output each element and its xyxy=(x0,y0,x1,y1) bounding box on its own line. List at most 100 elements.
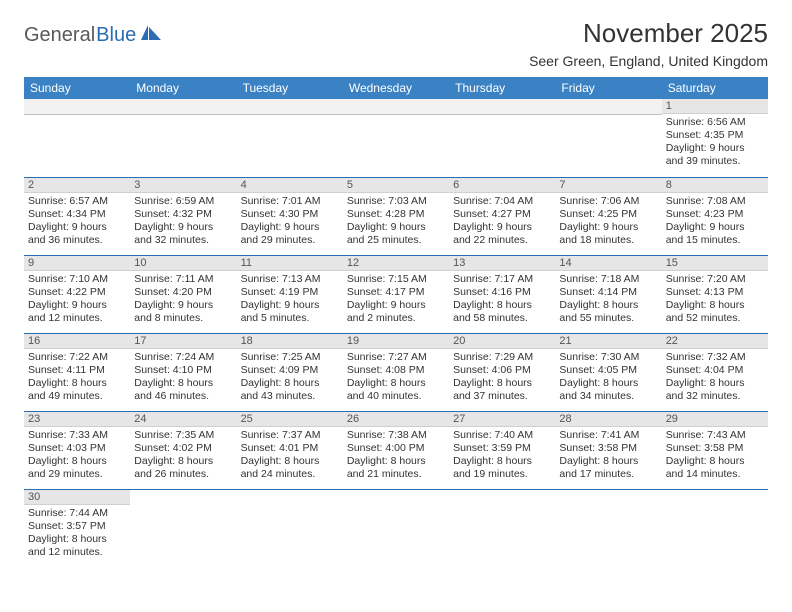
sunrise-text: Sunrise: 7:17 AM xyxy=(453,273,551,286)
sunset-text: Sunset: 4:34 PM xyxy=(28,208,126,221)
calendar-cell: 20 Sunrise: 7:29 AMSunset: 4:06 PMDayligh… xyxy=(449,333,555,411)
calendar-cell: 5Sunrise: 7:03 AMSunset: 4:28 PMDaylight… xyxy=(343,177,449,255)
calendar-cell: 15Sunrise: 7:20 AMSunset: 4:13 PMDayligh… xyxy=(662,255,768,333)
day-header: Saturday xyxy=(662,77,768,99)
calendar-cell xyxy=(343,489,449,567)
day-number: 28 xyxy=(555,412,661,427)
day-number: 7 xyxy=(555,178,661,193)
calendar-row: 23Sunrise: 7:33 AMSunset: 4:03 PMDayligh… xyxy=(24,411,768,489)
calendar-cell: 2Sunrise: 6:57 AMSunset: 4:34 PMDaylight… xyxy=(24,177,130,255)
daylight-text: Daylight: 8 hours and 37 minutes. xyxy=(453,377,551,403)
calendar-cell: 10Sunrise: 7:11 AMSunset: 4:20 PMDayligh… xyxy=(130,255,236,333)
sunrise-text: Sunrise: 7:37 AM xyxy=(241,429,339,442)
day-details: Sunrise: 7:25 AMSunset: 4:09 PMDaylight:… xyxy=(237,349,343,408)
sunrise-text: Sunrise: 6:59 AM xyxy=(134,195,232,208)
sunset-text: Sunset: 3:58 PM xyxy=(666,442,764,455)
sunset-text: Sunset: 4:16 PM xyxy=(453,286,551,299)
day-number: 26 xyxy=(343,412,449,427)
calendar-row: 16Sunrise: 7:22 AMSunset: 4:11 PMDayligh… xyxy=(24,333,768,411)
day-details: Sunrise: 7:27 AMSunset: 4:08 PMDaylight:… xyxy=(343,349,449,408)
calendar-cell: 25Sunrise: 7:37 AMSunset: 4:01 PMDayligh… xyxy=(237,411,343,489)
calendar-cell xyxy=(449,99,555,177)
day-details: Sunrise: 7:18 AMSunset: 4:14 PMDaylight:… xyxy=(555,271,661,330)
day-details: Sunrise: 7:08 AMSunset: 4:23 PMDaylight:… xyxy=(662,193,768,252)
calendar-head: SundayMondayTuesdayWednesdayThursdayFrid… xyxy=(24,77,768,99)
sunset-text: Sunset: 4:06 PM xyxy=(453,364,551,377)
sunset-text: Sunset: 4:30 PM xyxy=(241,208,339,221)
day-details: Sunrise: 7:22 AMSunset: 4:11 PMDaylight:… xyxy=(24,349,130,408)
calendar-page: General Blue November 2025 Seer Green, E… xyxy=(0,0,792,567)
day-number: 23 xyxy=(24,412,130,427)
day-number: 29 xyxy=(662,412,768,427)
day-number: 10 xyxy=(130,256,236,271)
daylight-text: Daylight: 8 hours and 14 minutes. xyxy=(666,455,764,481)
daylight-text: Daylight: 9 hours and 2 minutes. xyxy=(347,299,445,325)
day-number: 27 xyxy=(449,412,555,427)
daylight-text: Daylight: 8 hours and 24 minutes. xyxy=(241,455,339,481)
day-details: Sunrise: 7:40 AMSunset: 3:59 PMDaylight:… xyxy=(449,427,555,486)
day-number: 1 xyxy=(662,99,768,114)
day-number: 3 xyxy=(130,178,236,193)
daylight-text: Daylight: 8 hours and 55 minutes. xyxy=(559,299,657,325)
sunset-text: Sunset: 4:10 PM xyxy=(134,364,232,377)
brand-part2: Blue xyxy=(96,24,136,47)
blank-strip xyxy=(449,99,555,115)
calendar-cell: 29Sunrise: 7:43 AMSunset: 3:58 PMDayligh… xyxy=(662,411,768,489)
sunset-text: Sunset: 4:27 PM xyxy=(453,208,551,221)
sunset-text: Sunset: 4:22 PM xyxy=(28,286,126,299)
day-details: Sunrise: 7:10 AMSunset: 4:22 PMDaylight:… xyxy=(24,271,130,330)
calendar-cell: 22Sunrise: 7:32 AMSunset: 4:04 PMDayligh… xyxy=(662,333,768,411)
sunset-text: Sunset: 4:19 PM xyxy=(241,286,339,299)
daylight-text: Daylight: 9 hours and 22 minutes. xyxy=(453,221,551,247)
calendar-cell xyxy=(449,489,555,567)
daylight-text: Daylight: 8 hours and 58 minutes. xyxy=(453,299,551,325)
calendar-cell xyxy=(343,99,449,177)
day-number: 8 xyxy=(662,178,768,193)
sunrise-text: Sunrise: 7:11 AM xyxy=(134,273,232,286)
sunrise-text: Sunrise: 7:04 AM xyxy=(453,195,551,208)
sunrise-text: Sunrise: 6:57 AM xyxy=(28,195,126,208)
calendar-cell: 28Sunrise: 7:41 AMSunset: 3:58 PMDayligh… xyxy=(555,411,661,489)
day-number: 21 xyxy=(555,334,661,349)
blank-strip xyxy=(343,99,449,115)
sunset-text: Sunset: 4:14 PM xyxy=(559,286,657,299)
daylight-text: Daylight: 8 hours and 34 minutes. xyxy=(559,377,657,403)
sunset-text: Sunset: 3:57 PM xyxy=(28,520,126,533)
day-details: Sunrise: 7:17 AMSunset: 4:16 PMDaylight:… xyxy=(449,271,555,330)
sunrise-text: Sunrise: 7:13 AM xyxy=(241,273,339,286)
title-block: November 2025 Seer Green, England, Unite… xyxy=(529,18,768,69)
sunrise-text: Sunrise: 7:29 AM xyxy=(453,351,551,364)
daylight-text: Daylight: 8 hours and 17 minutes. xyxy=(559,455,657,481)
daylight-text: Daylight: 8 hours and 12 minutes. xyxy=(28,533,126,559)
day-details: Sunrise: 7:38 AMSunset: 4:00 PMDaylight:… xyxy=(343,427,449,486)
day-number: 13 xyxy=(449,256,555,271)
day-header: Monday xyxy=(130,77,236,99)
day-number: 11 xyxy=(237,256,343,271)
sunrise-text: Sunrise: 7:27 AM xyxy=(347,351,445,364)
calendar-row: 1Sunrise: 6:56 AMSunset: 4:35 PMDaylight… xyxy=(24,99,768,177)
calendar-cell: 24Sunrise: 7:35 AMSunset: 4:02 PMDayligh… xyxy=(130,411,236,489)
day-details: Sunrise: 7:13 AMSunset: 4:19 PMDaylight:… xyxy=(237,271,343,330)
sunrise-text: Sunrise: 7:30 AM xyxy=(559,351,657,364)
calendar-cell: 17Sunrise: 7:24 AMSunset: 4:10 PMDayligh… xyxy=(130,333,236,411)
day-details: Sunrise: 6:59 AMSunset: 4:32 PMDaylight:… xyxy=(130,193,236,252)
calendar-cell: 7Sunrise: 7:06 AMSunset: 4:25 PMDaylight… xyxy=(555,177,661,255)
sunset-text: Sunset: 4:11 PM xyxy=(28,364,126,377)
sunrise-text: Sunrise: 7:15 AM xyxy=(347,273,445,286)
sunrise-text: Sunrise: 6:56 AM xyxy=(666,116,764,129)
blank-strip xyxy=(555,99,661,115)
day-number: 20 xyxy=(449,334,555,349)
day-number: 16 xyxy=(24,334,130,349)
calendar-cell: 30Sunrise: 7:44 AMSunset: 3:57 PMDayligh… xyxy=(24,489,130,567)
header: General Blue November 2025 Seer Green, E… xyxy=(24,18,768,69)
sunrise-text: Sunrise: 7:35 AM xyxy=(134,429,232,442)
daylight-text: Daylight: 8 hours and 43 minutes. xyxy=(241,377,339,403)
calendar-cell: 11Sunrise: 7:13 AMSunset: 4:19 PMDayligh… xyxy=(237,255,343,333)
sunrise-text: Sunrise: 7:33 AM xyxy=(28,429,126,442)
sunset-text: Sunset: 4:05 PM xyxy=(559,364,657,377)
calendar-cell xyxy=(555,489,661,567)
location: Seer Green, England, United Kingdom xyxy=(529,53,768,69)
day-number: 15 xyxy=(662,256,768,271)
daylight-text: Daylight: 8 hours and 26 minutes. xyxy=(134,455,232,481)
calendar-cell xyxy=(662,489,768,567)
